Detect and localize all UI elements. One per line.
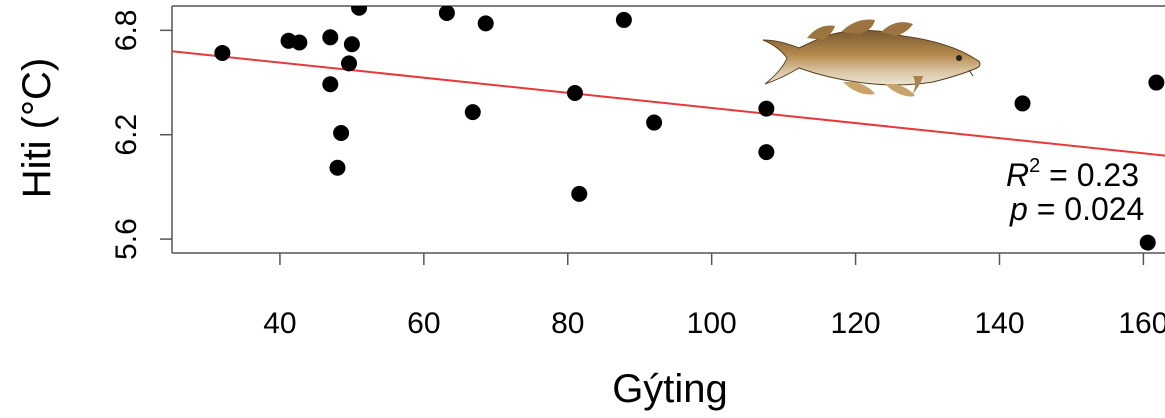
data-point-12 [464,104,481,121]
r2-annotation: R2 = 0.23 [1006,155,1139,193]
r2-symbol: R [1006,157,1029,193]
data-point-16 [615,11,632,28]
data-point-8 [341,55,358,72]
x-tick-label-160: 160 [1118,307,1165,340]
r2-value: = 0.23 [1040,157,1139,193]
p-value: = 0.024 [1028,191,1145,227]
data-point-21 [1139,234,1156,251]
fit-statistics: R2 = 0.23 p = 0.024 [1006,155,1144,227]
data-point-6 [329,159,346,176]
cod-fish-illustration [762,19,981,98]
data-point-18 [758,100,775,117]
data-point-22 [1148,74,1165,91]
data-point-3 [291,34,308,51]
x-tick-label-100: 100 [687,307,737,340]
data-point-17 [646,114,663,131]
data-point-9 [343,36,360,53]
data-point-14 [566,84,583,101]
x-tick-label-80: 80 [551,307,584,340]
data-point-19 [758,144,775,161]
data-point-7 [333,124,350,141]
data-point-11 [438,6,455,21]
data-point-13 [477,15,494,32]
x-tick-label-60: 60 [407,307,440,340]
data-point-10 [351,6,368,16]
y-tick-label-5.6: 5.6 [110,218,143,260]
r2-superscript: 2 [1029,155,1040,177]
data-point-1 [214,44,231,61]
data-point-15 [571,185,588,202]
data-point-4 [322,29,339,46]
data-point-20 [1014,95,1031,112]
y-tick-label-6.2: 6.2 [110,114,143,156]
data-point-5 [322,76,339,93]
p-annotation: p = 0.024 [1009,191,1144,227]
x-tick-label-140: 140 [974,307,1024,340]
x-tick-label-40: 40 [263,307,296,340]
y-axis-title: Hiti (°C) [15,58,59,198]
p-symbol: p [1009,191,1028,227]
x-tick-label-120: 120 [831,307,881,340]
x-axis-title: Gýting [612,367,728,411]
regression-line [172,50,1165,157]
y-tick-label-6.8: 6.8 [110,9,143,51]
